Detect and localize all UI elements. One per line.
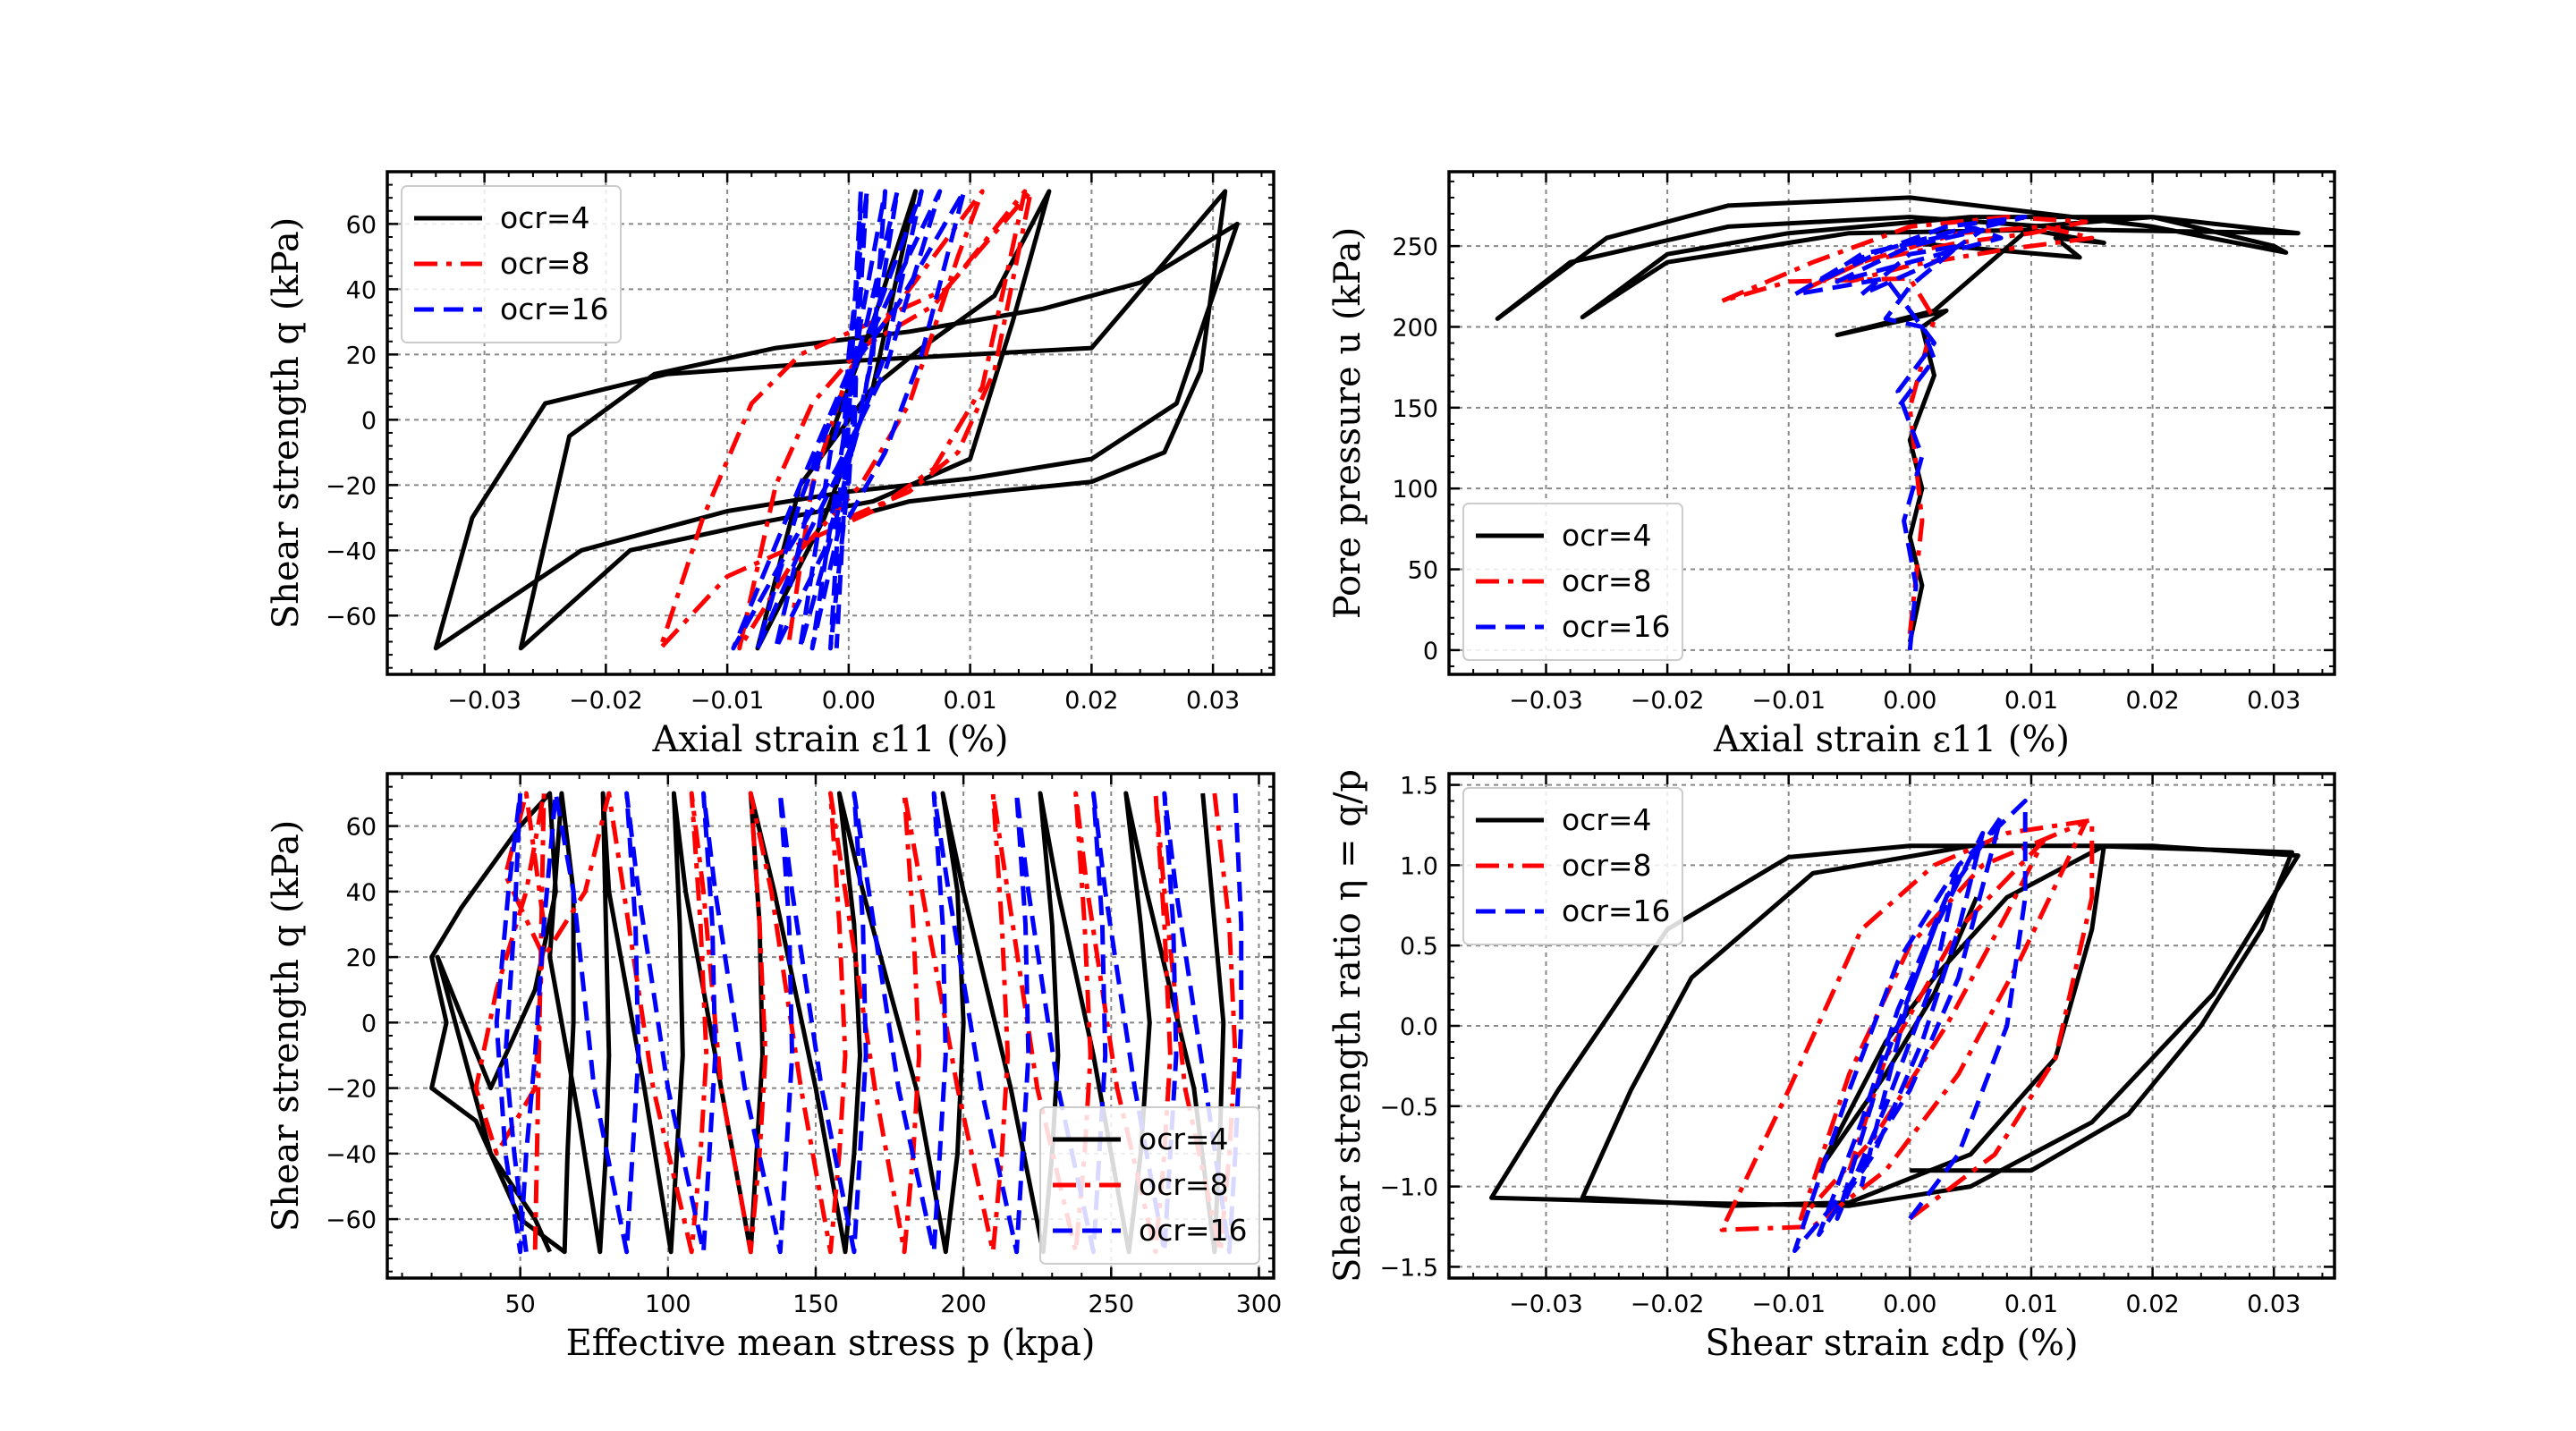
panel-top-right: −0.03 −0.02 −0.01 0.00 0.01 0.02 0.03 0 50 100 150… — [1327, 172, 2334, 760]
legend: ocr=4 ocr=8 ocr=16 — [1463, 504, 1682, 660]
legend-label: ocr=8 — [500, 246, 590, 281]
y-tick-label: −0.5 — [1379, 1094, 1438, 1122]
y-tick-label: −40 — [326, 1141, 377, 1169]
x-axis-label: Shear strain εdp (%) — [1705, 1323, 2078, 1364]
y-tick-label: 250 — [1392, 233, 1438, 261]
y-tick-label: 150 — [1392, 395, 1438, 423]
legend-label: ocr=8 — [1562, 848, 1652, 883]
x-tick-label: 300 — [1236, 1291, 1283, 1318]
x-tick-label: −0.02 — [569, 687, 643, 715]
x-tick-label: −0.02 — [1631, 1291, 1705, 1318]
y-tick-label: −60 — [326, 1207, 377, 1234]
x-axis-label: Effective mean stress p (kpa) — [566, 1323, 1096, 1364]
x-tick-label: −0.01 — [1751, 687, 1826, 715]
x-tick-label: 0.03 — [2247, 1291, 2301, 1318]
series-line-ocr-8 — [1722, 217, 2092, 634]
y-tick-label: 0 — [1423, 638, 1438, 665]
legend-label: ocr=4 — [1139, 1122, 1229, 1156]
x-tick-label: 0.02 — [2126, 687, 2180, 715]
x-axis-label: Axial strain ε11 (%) — [652, 719, 1009, 760]
y-tick-label: 20 — [346, 342, 377, 369]
x-tick-label: 0.00 — [822, 687, 876, 715]
x-tick-label: 0.00 — [1883, 1291, 1936, 1318]
x-tick-label: 250 — [1089, 1291, 1135, 1318]
x-tick-label: −0.03 — [1509, 1291, 1583, 1318]
y-axis-label: Pore pressure u (kPa) — [1327, 227, 1368, 620]
x-tick-label: 0.01 — [944, 687, 997, 715]
x-tick-label: 0.03 — [1186, 687, 1240, 715]
x-tick-label: −0.01 — [691, 687, 765, 715]
legend-label: ocr=8 — [1139, 1167, 1229, 1202]
y-tick-label: 1.5 — [1400, 773, 1438, 800]
x-tick-label: 0.01 — [2004, 687, 2058, 715]
y-axis-label: Shear strength q (kPa) — [266, 217, 307, 630]
y-tick-label: 100 — [1392, 476, 1438, 504]
x-tick-label: 0.02 — [1064, 687, 1118, 715]
legend: ocr=4 ocr=8 ocr=16 — [1463, 788, 1682, 944]
panel-bottom-left: 50 100 150 200 250 300 −60 −40 −20 0 20 40 60 Effecti… — [266, 774, 1282, 1364]
legend: ocr=4 ocr=8 ocr=16 — [1040, 1107, 1259, 1264]
legend-label: ocr=16 — [500, 292, 609, 326]
x-tick-label: −0.02 — [1631, 687, 1705, 715]
y-tick-label: −1.0 — [1379, 1174, 1438, 1202]
legend-label: ocr=4 — [500, 200, 590, 235]
y-tick-label: 0.5 — [1400, 933, 1438, 961]
y-tick-label: −20 — [326, 1076, 377, 1104]
x-tick-label: 200 — [940, 1291, 987, 1318]
x-axis-label: Axial strain ε11 (%) — [1713, 719, 2070, 760]
x-tick-label: −0.01 — [1751, 1291, 1826, 1318]
y-tick-label: −1.5 — [1379, 1254, 1438, 1282]
y-tick-label: 20 — [346, 944, 377, 972]
y-tick-label: 50 — [1408, 557, 1438, 585]
legend-label: ocr=16 — [1139, 1213, 1248, 1248]
y-tick-label: 60 — [346, 211, 377, 239]
y-tick-label: 0 — [361, 1010, 377, 1037]
y-tick-label: 40 — [346, 276, 377, 304]
x-tick-label: −0.03 — [1509, 687, 1583, 715]
legend-label: ocr=4 — [1562, 518, 1652, 553]
x-tick-label: 0.02 — [2126, 1291, 2180, 1318]
y-tick-label: 0 — [361, 407, 377, 435]
panel-bottom-right: −0.03 −0.02 −0.01 0.00 0.01 0.02 0.03 −1.5 −1.0 −… — [1327, 769, 2334, 1364]
x-tick-label: 0.00 — [1883, 687, 1936, 715]
legend-label: ocr=16 — [1562, 893, 1671, 928]
figure: −0.03 −0.02 −0.01 0.00 0.01 0.02 0.03−60−40−20… — [0, 0, 2576, 1431]
legend-label: ocr=8 — [1562, 563, 1652, 598]
x-tick-label: 100 — [645, 1291, 691, 1318]
y-axis-label: Shear strength ratio η = q/p — [1327, 769, 1368, 1283]
x-tick-label: −0.03 — [447, 687, 521, 715]
legend: ocr=4 ocr=8 ocr=16 — [402, 186, 621, 343]
y-tick-label: −60 — [326, 603, 377, 631]
legend-label: ocr=16 — [1562, 609, 1671, 644]
y-tick-label: 40 — [346, 879, 377, 907]
x-tick-label: 0.03 — [2247, 687, 2301, 715]
y-axis-label: Shear strength q (kPa) — [266, 820, 307, 1232]
y-tick-label: 1.0 — [1400, 852, 1438, 880]
x-tick-label: 0.01 — [2004, 1291, 2058, 1318]
x-tick-label: 50 — [504, 1291, 535, 1318]
y-tick-label: 0.0 — [1400, 1013, 1438, 1041]
y-tick-label: 200 — [1392, 314, 1438, 342]
y-tick-label: −20 — [326, 472, 377, 500]
panel-top-left: −0.03 −0.02 −0.01 0.00 0.01 0.02 0.03 −60 −40 −20… — [266, 172, 1274, 760]
x-tick-label: 150 — [792, 1291, 839, 1318]
legend-label: ocr=4 — [1562, 802, 1652, 837]
y-tick-label: −40 — [326, 538, 377, 565]
y-tick-label: 60 — [346, 814, 377, 842]
